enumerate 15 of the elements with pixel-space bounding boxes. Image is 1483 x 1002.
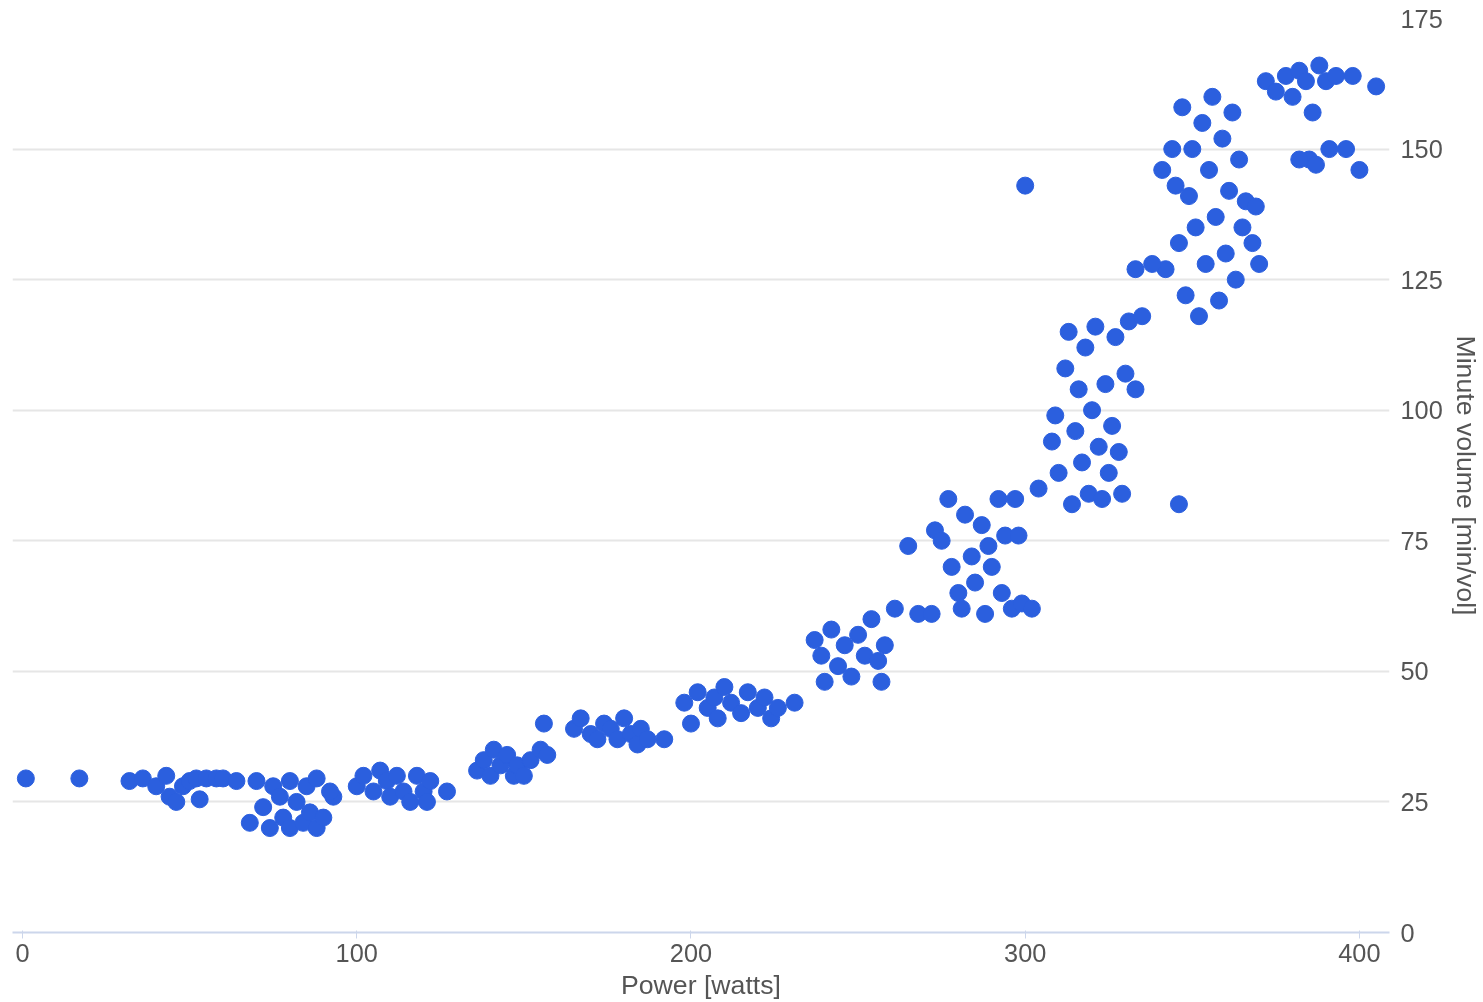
- x-tick-label: 200: [669, 938, 713, 967]
- x-axis-title: Power [watts]: [621, 969, 782, 1000]
- x-tick-label: 0: [15, 938, 30, 967]
- y-tick-label: 50: [1400, 657, 1429, 686]
- x-tick-label: 100: [335, 938, 378, 967]
- y-tick-label: 0: [1400, 918, 1415, 947]
- y-tick-label: 175: [1400, 4, 1443, 33]
- y-tick-label: 125: [1400, 265, 1443, 294]
- y-tick-label: 75: [1400, 526, 1429, 555]
- y-axis-title: Minute volume [min/vol]: [1450, 335, 1481, 616]
- x-tick-label: 400: [1338, 938, 1381, 967]
- y-tick-label: 150: [1400, 135, 1443, 164]
- x-tick-label: 300: [1004, 938, 1047, 967]
- y-tick-label: 100: [1400, 396, 1443, 425]
- y-tick-label: 25: [1400, 787, 1429, 816]
